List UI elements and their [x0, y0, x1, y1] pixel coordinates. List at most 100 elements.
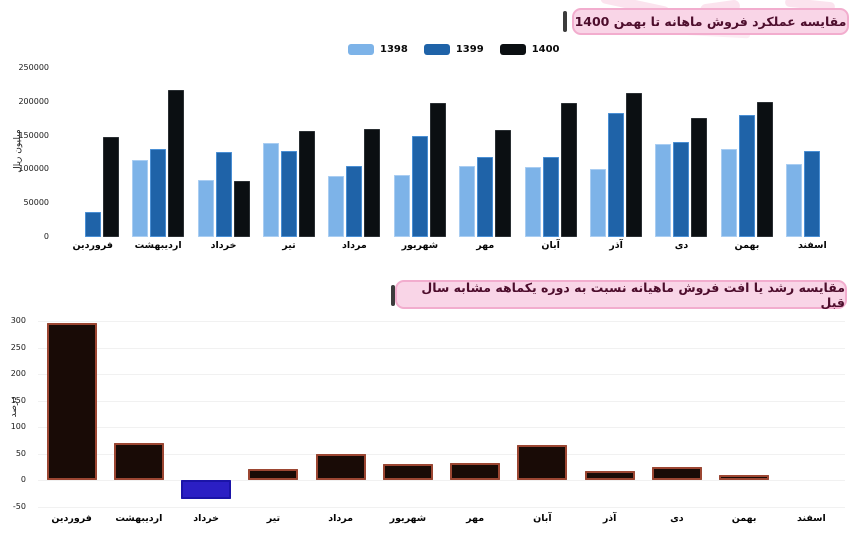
- bar-1399-month-9: [608, 113, 625, 237]
- growth-bar-month-1: [46, 322, 97, 480]
- growth-bar-month-2: [113, 443, 164, 480]
- legend-swatch-1398: [348, 44, 374, 55]
- legend-swatch-1399: [423, 44, 450, 55]
- growth-bar-month-8: [517, 445, 568, 480]
- legend-label-1398: 1398: [380, 44, 408, 55]
- bar-1400-month-6: [429, 103, 446, 237]
- bar-1399-month-8: [542, 156, 559, 237]
- growth-bar-month-6: [382, 463, 433, 480]
- title-accent-bar: [563, 11, 567, 32]
- gridline: [38, 506, 845, 508]
- bar-1400-month-8: [560, 103, 577, 237]
- bar-1398-month-7: [459, 166, 476, 237]
- y-tick-label: 150000: [18, 130, 49, 140]
- legend-label-1399: 1399: [455, 44, 484, 55]
- bar-1400-month-4: [298, 130, 315, 237]
- x-tick-label-month-12: اسفند: [796, 513, 826, 524]
- x-tick-label-month-9: آذر: [602, 513, 617, 524]
- x-tick-label-month-3: خرداد: [193, 513, 219, 524]
- x-tick-label-month-7: مهر: [466, 513, 485, 524]
- x-tick-label-month-8: آبان: [541, 240, 560, 251]
- x-tick-label-month-7: مهر: [476, 240, 495, 251]
- chart-legend: 1398 1399 1400: [348, 44, 560, 55]
- bar-1400-month-7: [495, 129, 512, 237]
- bar-1400-month-2: [168, 90, 185, 237]
- bottom-y-axis-ticks: 300 250 200 150 100 50 0 -50: [0, 316, 31, 511]
- bar-1398-month-8: [524, 166, 541, 237]
- bar-1398-month-11: [720, 149, 737, 237]
- legend-swatch-1400: [499, 44, 526, 55]
- bar-1400-month-5: [364, 128, 381, 237]
- top-y-axis-ticks: 0 50000 100000 150000 200000 250000: [0, 63, 54, 241]
- y-tick-label: 200: [10, 369, 26, 378]
- y-tick-label: 0: [43, 232, 49, 241]
- bar-1398-month-10: [655, 144, 672, 237]
- growth-bar-month-5: [315, 453, 366, 480]
- top-x-axis-labels: فروردین اردیبهشت خرداد تیر مرداد شهریور مهر آبا…: [60, 240, 845, 251]
- legend-item-1400: 1400: [499, 44, 560, 55]
- legend-item-1398: 1398: [348, 44, 408, 55]
- growth-bar-month-10: [651, 467, 702, 480]
- x-tick-label-month-12: اسفند: [797, 240, 827, 251]
- bar-1398-month-4: [262, 143, 279, 237]
- bar-1400-month-11: [756, 101, 773, 237]
- bar-1399-month-2: [150, 149, 167, 237]
- x-tick-label-month-4: تیر: [266, 513, 281, 524]
- growth-bar-month-9: [584, 471, 635, 480]
- bar-1400-month-10: [691, 118, 708, 237]
- x-tick-label-month-11: بهمن: [731, 513, 757, 524]
- y-tick-label: 250: [10, 342, 26, 352]
- bar-1398-month-2: [132, 159, 149, 237]
- bottom-chart-title: مقایسه رشد یا افت فروش ماهیانه نسبت به د…: [395, 280, 847, 310]
- legend-label-1400: 1400: [531, 44, 560, 55]
- bar-1399-month-1: [84, 212, 101, 237]
- x-tick-label-month-2: اردیبهشت: [134, 240, 182, 251]
- growth-bar-month-4: [248, 469, 299, 480]
- bar-1398-month-9: [590, 168, 607, 237]
- x-tick-label-month-4: تیر: [282, 240, 296, 251]
- y-tick-label: 50000: [23, 198, 49, 208]
- y-tick-label: 100000: [18, 164, 49, 174]
- bar-1399-month-4: [280, 150, 297, 237]
- legend-item-1399: 1399: [423, 44, 484, 55]
- x-tick-label-month-10: دی: [670, 513, 684, 524]
- gridline: [38, 321, 845, 322]
- bar-1400-month-9: [626, 93, 643, 237]
- bar-1400-month-3: [233, 180, 250, 237]
- growth-bar-month-11: [719, 474, 770, 480]
- x-tick-label-month-2: اردیبهشت: [115, 513, 163, 524]
- gridline: [38, 453, 845, 455]
- bar-1398-month-3: [197, 179, 214, 237]
- bottom-x-axis-labels: فروردین اردیبهشت خرداد تیر مرداد شهریور مهر آبا…: [38, 513, 845, 524]
- y-tick-label: 150: [10, 395, 26, 405]
- bar-1399-month-12: [804, 151, 821, 237]
- x-tick-label-month-6: شهریور: [389, 513, 427, 524]
- bar-1398-month-6: [393, 174, 410, 237]
- growth-bar-month-3: [181, 480, 232, 500]
- y-tick-label: 250000: [18, 63, 49, 72]
- x-tick-label-month-11: بهمن: [734, 240, 760, 251]
- y-tick-label: 100: [10, 422, 26, 431]
- y-tick-label: 200000: [18, 96, 49, 106]
- bar-1399-month-3: [215, 151, 232, 237]
- monthly-sales-bar-chart: [60, 68, 845, 237]
- bar-1400-month-1: [102, 137, 119, 237]
- bar-1399-month-5: [346, 166, 363, 237]
- gridline: [38, 374, 845, 375]
- y-tick-label: 50: [15, 448, 26, 458]
- x-tick-label-month-5: مرداد: [328, 513, 354, 524]
- gridline: [38, 427, 845, 428]
- y-tick-label: 0: [20, 475, 26, 484]
- growth-bar-month-7: [450, 462, 501, 480]
- x-tick-label-month-9: آذر: [609, 240, 623, 251]
- title-accent-bar: [391, 285, 395, 306]
- y-tick-label: -50: [12, 501, 26, 511]
- x-tick-label-month-10: دی: [674, 240, 689, 251]
- bar-1399-month-11: [738, 114, 755, 237]
- x-tick-label-month-5: مرداد: [341, 240, 367, 251]
- bar-1398-month-5: [328, 176, 345, 237]
- x-tick-label-month-8: آبان: [533, 513, 552, 524]
- bar-1398-month-12: [786, 164, 803, 237]
- x-tick-label-month-6: شهریور: [401, 240, 439, 251]
